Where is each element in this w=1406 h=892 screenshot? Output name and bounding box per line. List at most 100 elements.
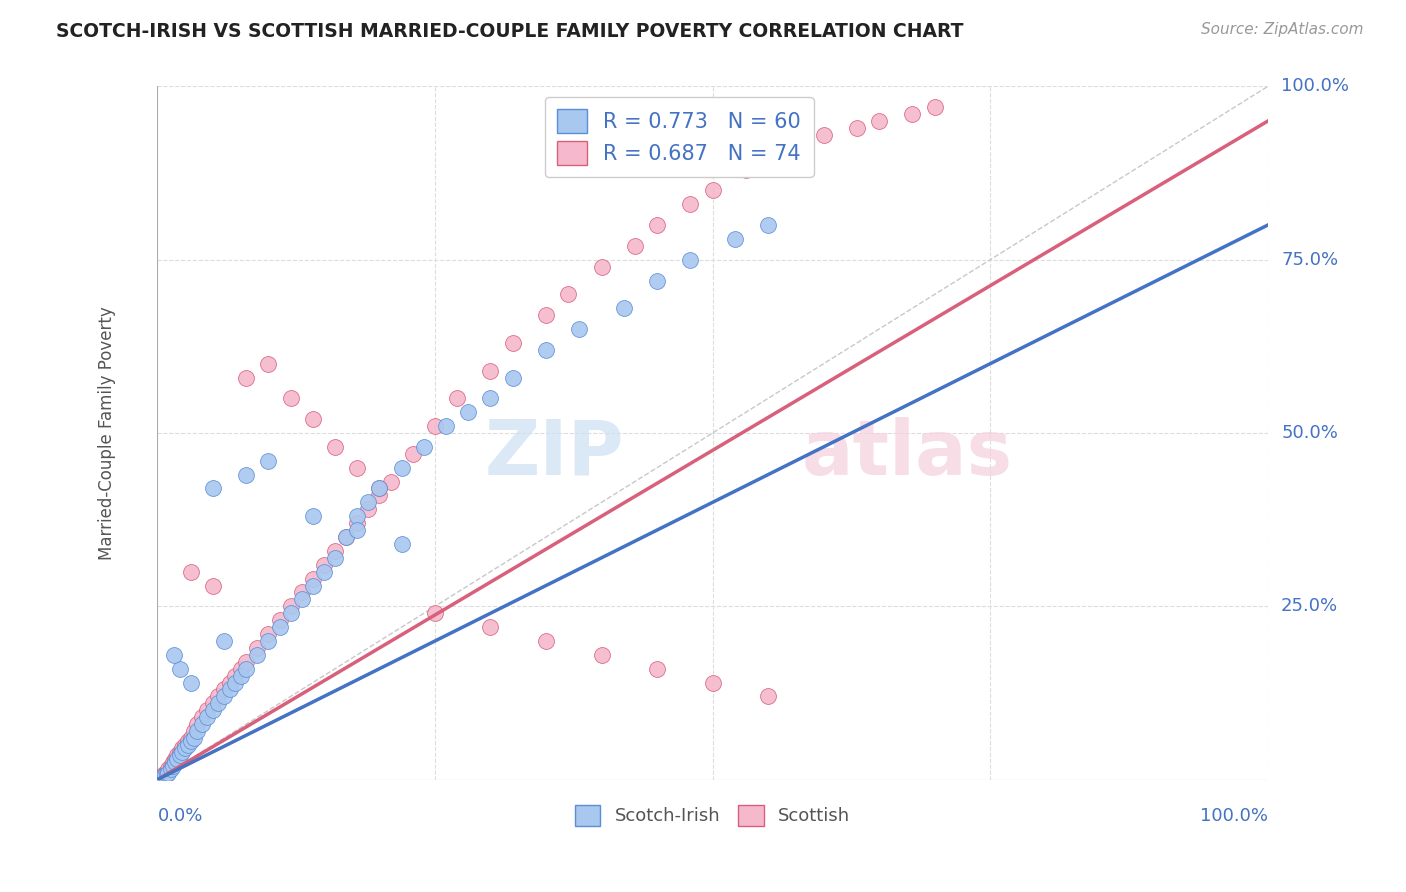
Point [302,509,325,524]
Point [218,682,240,697]
Point [734,162,756,177]
Point [645,662,668,676]
Point [246,648,269,662]
Point [235,467,257,482]
Point [357,502,380,516]
Point [212,690,235,704]
Point [323,544,346,558]
Point [155,765,177,780]
Legend: Scotch-Irish, Scottish: Scotch-Irish, Scottish [568,797,858,833]
Point [207,690,229,704]
Text: atlas: atlas [801,417,1012,491]
Point [423,419,446,434]
Point [162,756,184,770]
Point [163,648,186,662]
Point [702,675,724,690]
Point [257,357,280,371]
Point [169,748,191,763]
Point [153,767,176,781]
Point [177,734,200,748]
Point [568,322,591,336]
Point [174,741,197,756]
Text: 100.0%: 100.0% [1281,78,1350,95]
Point [357,495,380,509]
Point [302,412,325,426]
Point [224,668,246,682]
Point [235,662,257,676]
Point [207,697,229,711]
Text: Married-Couple Family Poverty: Married-Couple Family Poverty [98,306,117,560]
Point [434,419,457,434]
Point [346,460,368,475]
Point [235,655,257,669]
Point [756,218,779,232]
Point [323,440,346,454]
Point [391,537,413,551]
Point [534,343,557,357]
Point [534,634,557,648]
Point [180,675,202,690]
Point [845,121,868,136]
Point [280,392,302,406]
Point [768,149,790,163]
Point [180,734,202,748]
Point [156,767,179,781]
Point [312,558,335,572]
Point [591,648,613,662]
Point [479,620,502,634]
Text: 100.0%: 100.0% [1199,807,1268,825]
Text: 50.0%: 50.0% [1281,424,1339,442]
Point [269,620,291,634]
Point [186,717,208,731]
Point [170,745,193,759]
Point [269,613,291,627]
Point [446,392,468,406]
Point [679,197,702,211]
Point [323,550,346,565]
Point [149,771,172,785]
Point [534,308,557,322]
Point [368,482,391,496]
Point [391,460,413,475]
Text: 0.0%: 0.0% [157,807,202,825]
Point [724,232,747,246]
Point [868,114,890,128]
Point [645,218,668,232]
Point [346,516,368,530]
Point [159,758,181,772]
Point [591,260,613,274]
Point [157,765,180,780]
Point [257,627,280,641]
Text: 25.0%: 25.0% [1281,598,1339,615]
Point [149,771,172,785]
Point [302,572,325,586]
Point [152,770,174,784]
Point [166,748,188,763]
Point [191,710,214,724]
Point [291,592,314,607]
Point [177,738,200,752]
Point [346,509,368,524]
Point [195,710,218,724]
Point [346,523,368,537]
Point [235,370,257,384]
Point [165,752,187,766]
Point [756,690,779,704]
Point [312,565,335,579]
Point [183,731,205,745]
Point [502,370,524,384]
Point [159,762,181,776]
Text: SCOTCH-IRISH VS SCOTTISH MARRIED-COUPLE FAMILY POVERTY CORRELATION CHART: SCOTCH-IRISH VS SCOTTISH MARRIED-COUPLE … [56,22,963,41]
Point [180,731,202,745]
Point [246,640,269,655]
Point [368,482,391,496]
Point [423,607,446,621]
Point [645,273,668,287]
Point [201,697,224,711]
Point [166,752,188,766]
Point [291,585,314,599]
Point [412,440,434,454]
Point [280,599,302,614]
Point [186,724,208,739]
Text: ZIP: ZIP [484,417,624,491]
